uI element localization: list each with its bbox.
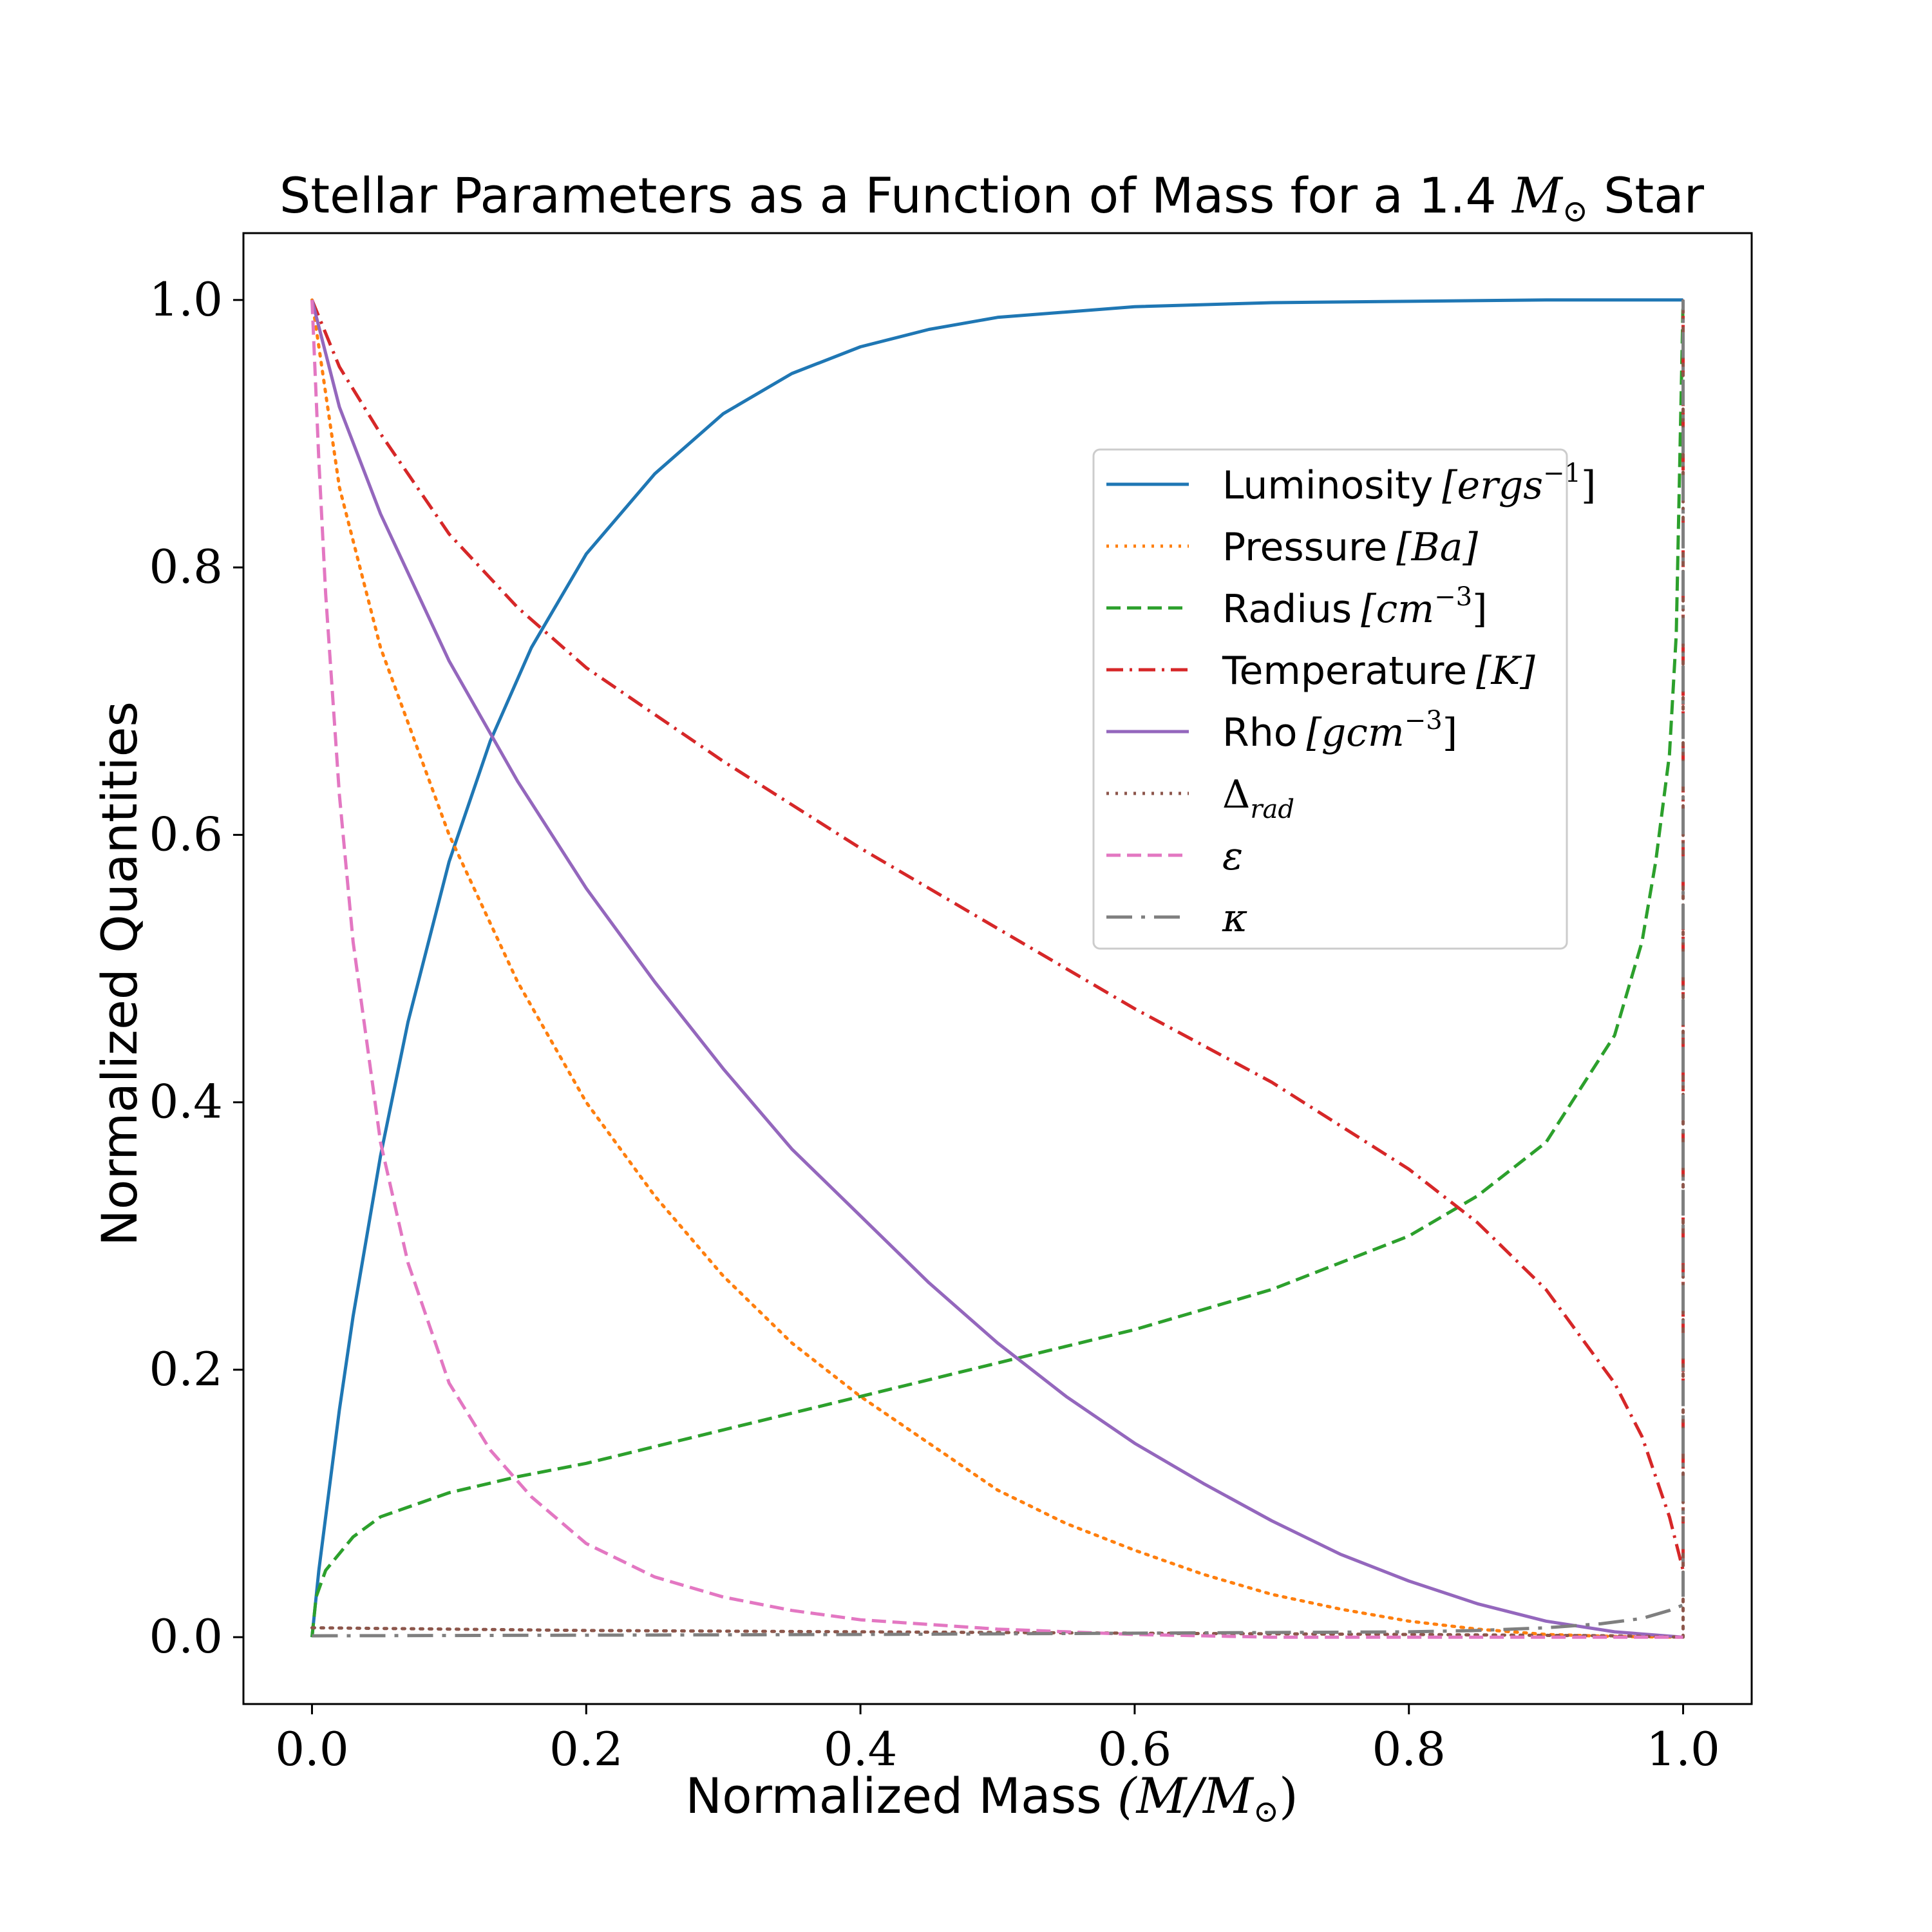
y-tick-label: 1.0 [149, 272, 223, 327]
legend-label-kappa: κ [1222, 896, 1247, 941]
legend-label-delta_rad: Δrad [1222, 772, 1294, 824]
legend-name: ε [1222, 834, 1243, 879]
x-tick-label: 0.4 [824, 1722, 898, 1776]
legend-label-radius: Radius [cm−3] [1222, 582, 1487, 632]
legend-unit: [cm [1361, 587, 1434, 632]
chart-title-symbol: M [1511, 167, 1564, 224]
x-axis-label-math: (M/M [1117, 1767, 1255, 1824]
legend-unit-sup: −3 [1405, 706, 1443, 735]
legend-name: Temperature [1222, 649, 1467, 694]
plot-frame [242, 232, 1753, 1705]
x-tick-label: 0.2 [549, 1722, 623, 1776]
legend-unit-sup: −3 [1434, 582, 1472, 612]
legend-unit-close: ] [1443, 710, 1457, 755]
y-tick-label: 0.4 [149, 1075, 223, 1129]
legend-label-pressure: Pressure [Ba] [1222, 525, 1478, 570]
legend-box [1092, 448, 1568, 950]
series-line-epsilon [310, 299, 1683, 1639]
series-line-radius [310, 299, 1685, 1638]
legend-item-epsilon: ε [1106, 834, 1243, 879]
legend-name: κ [1222, 896, 1247, 941]
legend-item-radius: Radius [cm−3] [1106, 582, 1487, 632]
legend-item-pressure: Pressure [Ba] [1106, 525, 1478, 570]
y-tick-label: 0.8 [149, 540, 223, 594]
legend-unit-close: ] [1581, 463, 1596, 508]
x-axis-label-prefix: Normalized Mass [685, 1767, 1117, 1824]
series-layer [310, 298, 1685, 1639]
y-tick-label: 0.6 [149, 807, 223, 861]
y-axis-label: Normalized Quantities [91, 701, 148, 1246]
legend-name: Pressure [1222, 525, 1387, 570]
legend-item-delta_rad: Δrad [1106, 772, 1294, 824]
series-line-kappa [312, 299, 1685, 1638]
y-axis-ticks: 0.0 0.2 0.4 0.6 0.8 1.0 [149, 272, 243, 1663]
legend-item-kappa: κ [1106, 896, 1247, 941]
x-tick-label: 0.8 [1372, 1722, 1446, 1776]
x-tick-label: 0.0 [275, 1722, 349, 1776]
series-line-luminosity [310, 298, 1683, 1638]
x-axis-ticks: 0.0 0.2 0.4 0.6 0.8 1.0 [275, 1704, 1720, 1776]
legend-subscript: rad [1250, 795, 1294, 824]
chart-title: Stellar Parameters as a Function of Mass… [279, 167, 1705, 229]
series-line-rho [310, 299, 1683, 1639]
chart-title-prefix: Stellar Parameters as a Function of Mass… [279, 167, 1512, 224]
x-axis-label-close: ) [1279, 1767, 1298, 1824]
x-tick-label: 0.6 [1098, 1722, 1172, 1776]
legend-unit: [ergs [1442, 463, 1543, 508]
legend-label-luminosity: Luminosity [ergs−1] [1222, 459, 1596, 508]
legend: Luminosity [ergs−1]Pressure [Ba]Radius [cm−… [1092, 448, 1596, 950]
legend-name: Δ [1222, 772, 1250, 817]
legend-label-epsilon: ε [1222, 834, 1243, 879]
legend-unit-sup: −1 [1543, 459, 1581, 488]
legend-items: Luminosity [ergs−1]Pressure [Ba]Radius [cm−… [1106, 459, 1596, 941]
legend-unit: [Ba] [1396, 525, 1478, 570]
legend-item-luminosity: Luminosity [ergs−1] [1106, 459, 1596, 508]
legend-unit: [gcm [1306, 710, 1404, 755]
x-axis-label: Normalized Mass (M/M⊙) [685, 1767, 1298, 1830]
legend-unit: [K] [1476, 649, 1535, 694]
legend-unit-close: ] [1472, 587, 1487, 632]
legend-name: Radius [1222, 587, 1352, 632]
y-tick-label: 0.0 [149, 1609, 223, 1663]
chart-title-suffix: Star [1588, 167, 1705, 224]
legend-label-temperature: Temperature [K] [1222, 649, 1535, 694]
legend-label-rho: Rho [gcm−3] [1222, 706, 1457, 755]
x-tick-label: 1.0 [1646, 1722, 1720, 1776]
series-line-pressure [310, 298, 1685, 1639]
legend-item-rho: Rho [gcm−3] [1106, 706, 1457, 755]
x-axis-label-subscript: ⊙ [1253, 1794, 1279, 1830]
legend-name: Luminosity [1222, 463, 1433, 508]
y-tick-label: 0.2 [149, 1342, 223, 1396]
series-line-temperature [310, 299, 1685, 1572]
chart-title-subscript: ⊙ [1562, 193, 1588, 229]
legend-name: Rho [1222, 710, 1297, 755]
legend-item-temperature: Temperature [K] [1106, 649, 1535, 694]
